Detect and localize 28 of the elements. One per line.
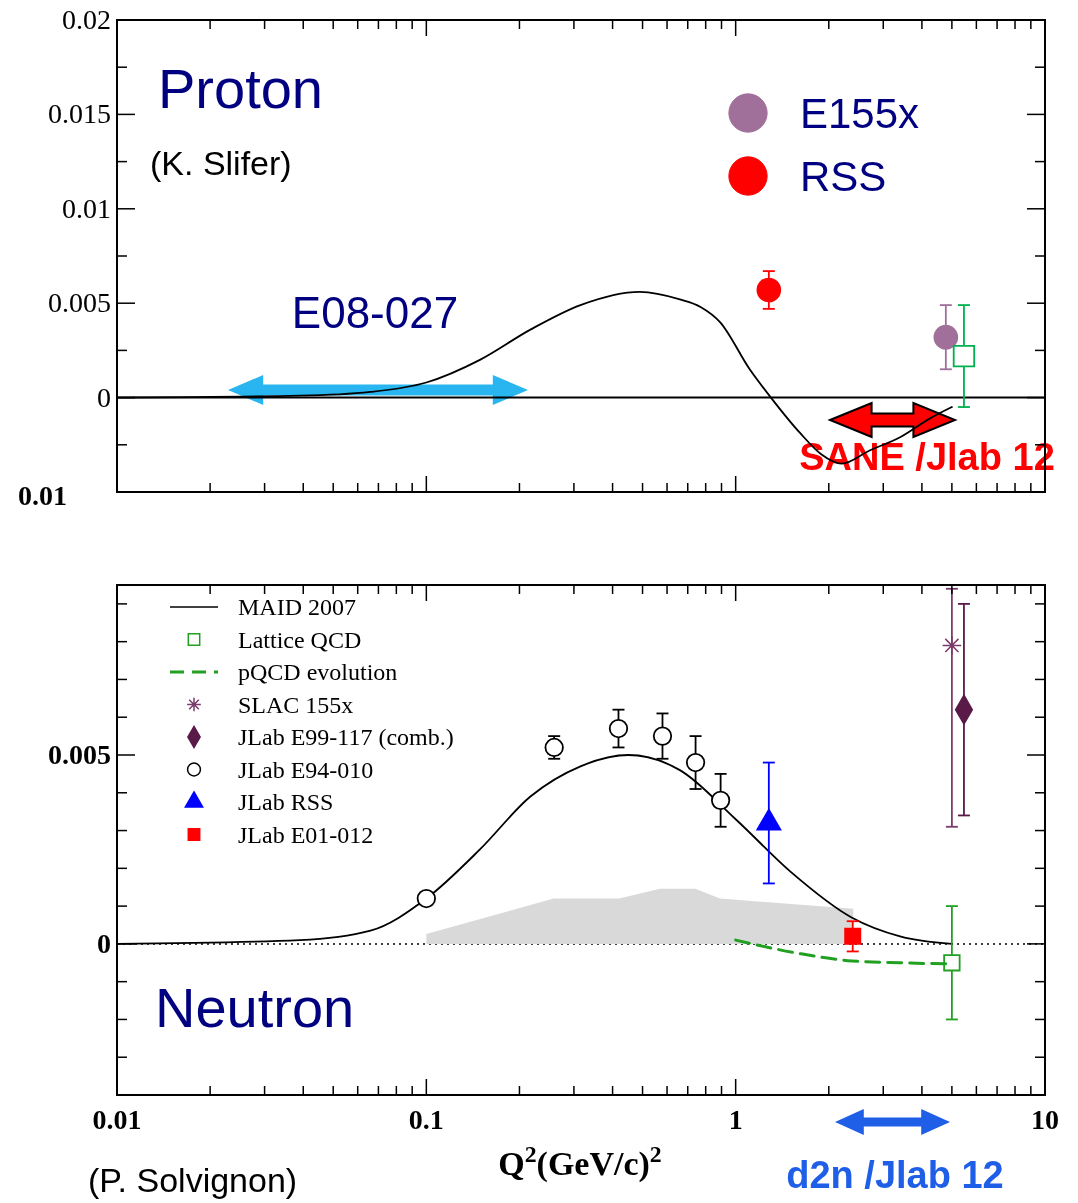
y-tick-label: 0.015 bbox=[48, 98, 111, 130]
legend-label: JLab E01-012 bbox=[238, 821, 374, 848]
x-tick-label: 1 bbox=[728, 1104, 743, 1135]
legend-label: SLAC 155x bbox=[238, 691, 354, 718]
legend-label: JLab RSS bbox=[238, 789, 334, 815]
x-tick-label: 0.1 bbox=[408, 1104, 444, 1135]
legend-label: pQCD evolution bbox=[238, 659, 398, 685]
legend-label: MAID 2007 bbox=[238, 594, 356, 620]
y-tick-label: 0.02 bbox=[62, 4, 111, 35]
y-tick-label: 0.005 bbox=[48, 739, 111, 770]
legend-label: JLab E99-117 (comb.) bbox=[238, 724, 454, 750]
text: 0.01 bbox=[18, 480, 67, 511]
legend-label: E155x bbox=[800, 90, 920, 137]
text: d2n /Jlab 12 bbox=[786, 1154, 1004, 1196]
y-tick-label: 0.01 bbox=[62, 192, 111, 224]
annotation: Neutron bbox=[155, 976, 355, 1039]
legend-label: JLab E94-010 bbox=[238, 756, 374, 783]
x-tick-label: 10 bbox=[1031, 1104, 1059, 1135]
y-tick-label: 0.005 bbox=[48, 287, 111, 319]
legend-label: RSS bbox=[800, 153, 887, 200]
annotation: Proton bbox=[158, 57, 323, 120]
legend-label: Lattice QCD bbox=[238, 626, 362, 653]
x-axis-title: Q$^{2}$(GeV/c)$^{2}$ bbox=[498, 1141, 662, 1183]
y-tick-label: 0 bbox=[97, 927, 111, 959]
annotation: E08-027 bbox=[291, 288, 459, 337]
annotation: (K. Slifer) bbox=[150, 144, 292, 182]
text: (P. Solvignon) bbox=[88, 1161, 298, 1199]
y-tick-label: 0 bbox=[97, 381, 111, 413]
